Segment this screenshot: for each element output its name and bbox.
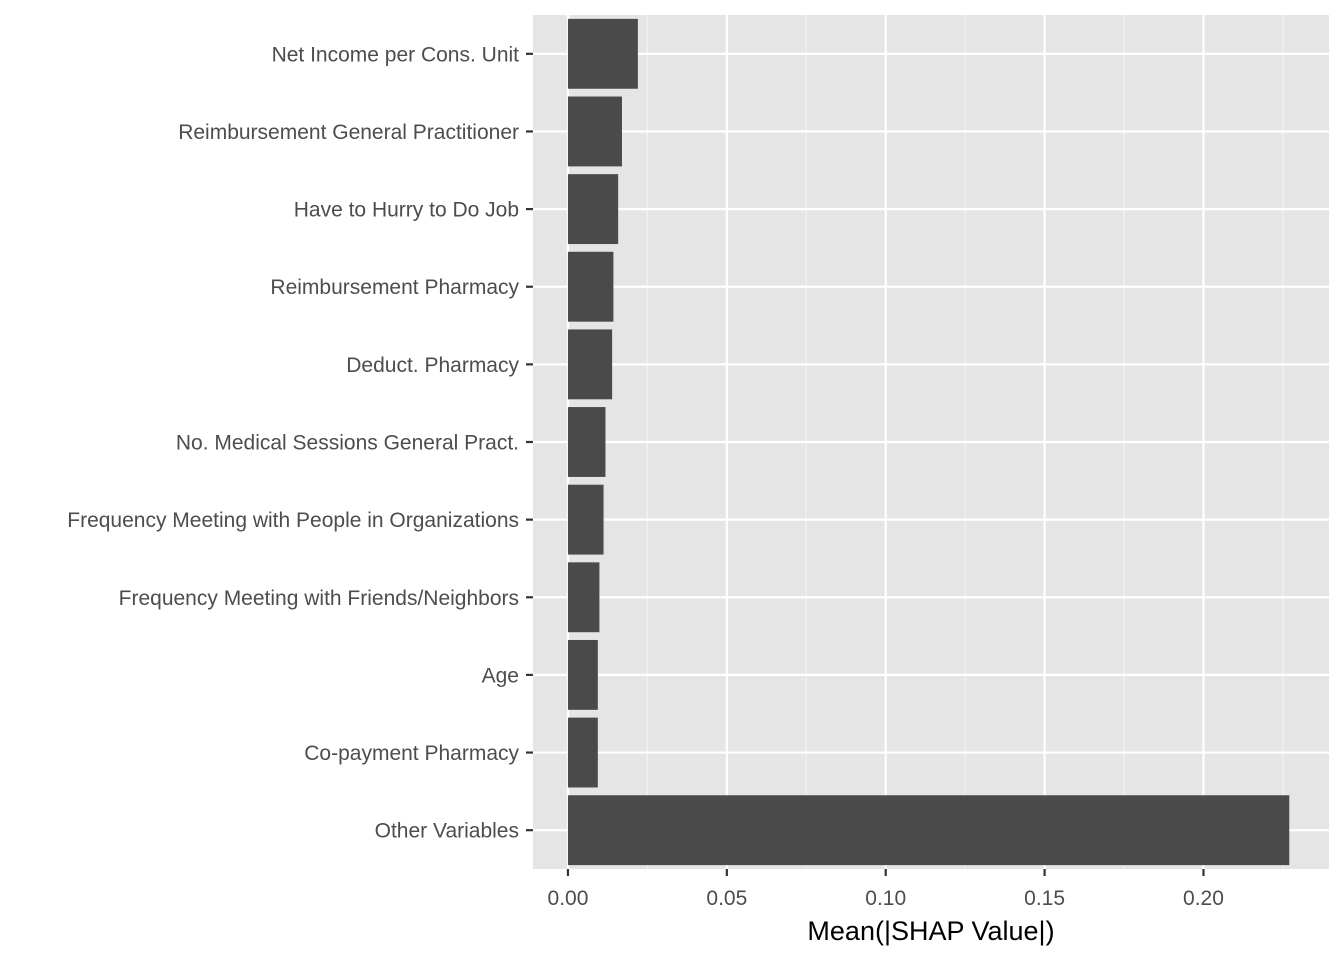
x-tick-label: 0.10: [865, 887, 906, 910]
major-gridlines: [533, 15, 1329, 869]
bars: [567, 18, 1290, 866]
x-axis: 0.00 0.05 0.10 0.15 0.20: [548, 869, 1224, 910]
bar: [567, 639, 598, 710]
y-tick-label: Frequency Meeting with People in Organiz…: [67, 509, 519, 532]
bar: [567, 18, 638, 89]
bar: [567, 484, 604, 555]
x-axis-title: Mean(|SHAP Value|): [807, 916, 1054, 946]
y-tick-label: Net Income per Cons. Unit: [272, 43, 520, 66]
x-tick-label: 0.15: [1024, 887, 1065, 910]
bar: [567, 717, 598, 788]
bar: [567, 174, 619, 245]
bar: [567, 562, 600, 633]
y-tick-label: Other Variables: [375, 820, 519, 843]
y-axis: Net Income per Cons. Unit Reimbursement G…: [67, 43, 533, 843]
y-tick-label: Age: [482, 664, 519, 687]
y-tick-label: Deduct. Pharmacy: [346, 354, 519, 377]
y-tick-label: Have to Hurry to Do Job: [294, 199, 519, 222]
bar: [567, 251, 614, 322]
x-tick-label: 0.20: [1183, 887, 1224, 910]
bar: [567, 407, 606, 477]
y-tick-label: Co-payment Pharmacy: [304, 742, 519, 765]
y-tick-label: Reimbursement Pharmacy: [270, 276, 519, 299]
x-tick-label: 0.00: [548, 887, 589, 910]
y-tick-label: No. Medical Sessions General Pract.: [176, 432, 519, 455]
bar: [567, 96, 622, 167]
y-tick-label: Frequency Meeting with Friends/Neighbors: [119, 587, 519, 610]
x-tick-label: 0.05: [706, 887, 747, 910]
y-tick-label: Reimbursement General Practitioner: [178, 121, 519, 144]
bar: [567, 329, 613, 400]
bar: [567, 795, 1290, 866]
